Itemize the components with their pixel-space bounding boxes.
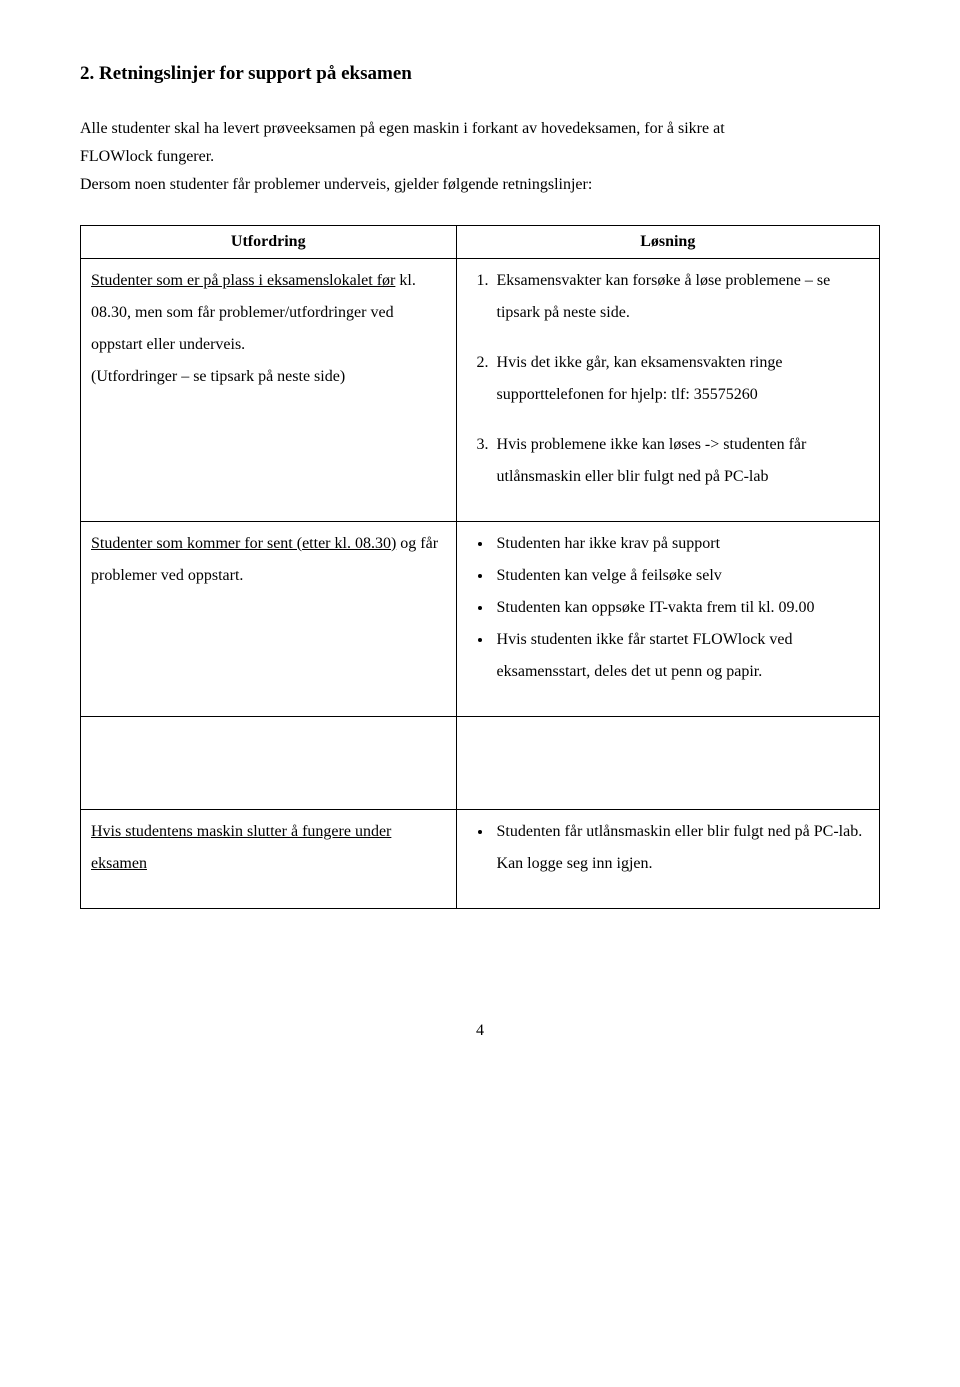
- list-item: Studenten får utlånsmaskin eller blir fu…: [493, 816, 869, 880]
- list-item: Studenten har ikke krav på support: [493, 528, 869, 560]
- row1-left: Studenter som er på plass i eksamensloka…: [91, 265, 446, 393]
- table-row: Studenter som er på plass i eksamensloka…: [81, 258, 880, 521]
- row3-left-underline: Hvis studentens maskin slutter å fungere…: [91, 823, 391, 872]
- table-header-row: Utfordring Løsning: [81, 225, 880, 258]
- row1-left-paren: (Utfordringer – se tipsark på neste side…: [91, 368, 345, 385]
- row1-right-list: Eksamensvakter kan forsøke å løse proble…: [467, 265, 869, 493]
- list-item: Hvis det ikke går, kan eksamensvakten ri…: [493, 347, 869, 411]
- table-spacer: [81, 716, 880, 809]
- list-item: Hvis studenten ikke får startet FLOWlock…: [493, 624, 869, 688]
- intro-text-1: Alle studenter skal ha levert prøveeksam…: [80, 117, 880, 141]
- row3-right-list: Studenten får utlånsmaskin eller blir fu…: [467, 816, 869, 880]
- guidelines-table: Utfordring Løsning Studenter som er på p…: [80, 225, 880, 909]
- table-row: Hvis studentens maskin slutter å fungere…: [81, 809, 880, 908]
- row2-left: Studenter som kommer for sent (etter kl.…: [91, 528, 446, 592]
- list-item: Eksamensvakter kan forsøke å løse proble…: [493, 265, 869, 329]
- header-utfordring: Utfordring: [81, 225, 457, 258]
- row3-left: Hvis studentens maskin slutter å fungere…: [91, 816, 446, 880]
- list-item: Hvis problemene ikke kan løses -> studen…: [493, 429, 869, 493]
- section-heading: 2. Retningslinjer for support på eksamen: [80, 60, 880, 89]
- row2-right-list: Studenten har ikke krav på support Stude…: [467, 528, 869, 688]
- header-losning: Løsning: [456, 225, 879, 258]
- table-row: Studenter som kommer for sent (etter kl.…: [81, 521, 880, 716]
- list-item: Studenten kan velge å feilsøke selv: [493, 560, 869, 592]
- page-number: 4: [80, 1019, 880, 1043]
- intro-text-2: FLOWlock fungerer.: [80, 145, 880, 169]
- row2-left-underline: Studenter som kommer for sent (etter kl.…: [91, 535, 396, 552]
- row1-left-underline: Studenter som er på plass i eksamensloka…: [91, 272, 395, 289]
- list-item: Studenten kan oppsøke IT-vakta frem til …: [493, 592, 869, 624]
- intro-text-3: Dersom noen studenter får problemer unde…: [80, 173, 880, 197]
